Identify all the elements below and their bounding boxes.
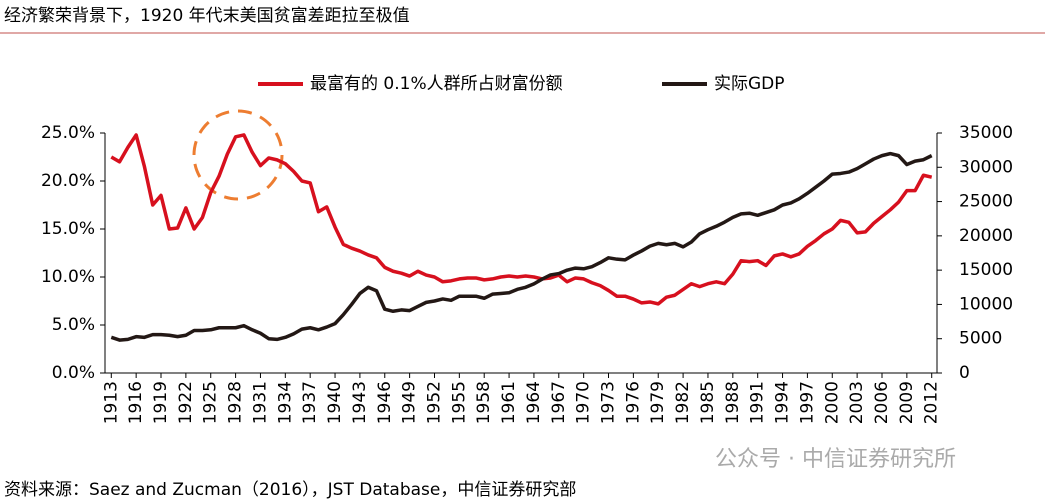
x-tick-label: 1934 (275, 381, 295, 424)
x-tick-label: 1913 (101, 381, 121, 424)
highlight-circle (192, 109, 284, 201)
x-tick-label: 1949 (400, 381, 420, 424)
x-tick-label: 1943 (350, 381, 370, 424)
y-tick-label: 20.0% (41, 171, 95, 191)
source: 资料来源：Saez and Zucman（2016），JST Database，… (4, 480, 576, 500)
series-line (110, 151, 933, 342)
y2-tick-label: 5000 (959, 329, 1002, 349)
y2-tick-label: 15000 (959, 260, 1013, 280)
y-tick-label: 10.0% (41, 267, 95, 287)
y2-tick-label: 30000 (959, 157, 1013, 177)
x-tick-label: 1961 (499, 381, 519, 424)
x-tick-label: 2000 (822, 381, 842, 424)
y2-tick-label: 25000 (959, 192, 1013, 212)
x-tick-label: 1994 (773, 381, 793, 424)
x-tick-label: 1928 (226, 381, 246, 424)
watermark: 公众号 · 中信证券研究所 (715, 447, 956, 472)
x-tick-label: 1973 (599, 381, 619, 424)
legend-label: 实际GDP (714, 74, 785, 94)
x-tick-label: 1925 (201, 381, 221, 424)
y-tick-label: 25.0% (41, 123, 95, 143)
x-tick-label: 1916 (126, 381, 146, 424)
x-tick-label: 1982 (673, 381, 693, 424)
x-tick-label: 1991 (748, 381, 768, 424)
x-tick-label: 1946 (375, 381, 395, 424)
x-tick-label: 1952 (424, 381, 444, 424)
y2-tick-label: 10000 (959, 294, 1013, 314)
x-tick-label: 1985 (698, 381, 718, 424)
chart-title: 经济繁荣背景下，1920 年代末美国贫富差距拉至极值 (4, 6, 410, 26)
x-tick-label: 1955 (449, 381, 469, 424)
x-tick-label: 1958 (474, 381, 494, 424)
x-tick-label: 1970 (574, 381, 594, 424)
x-tick-label: 1937 (300, 381, 320, 424)
y2-tick-label: 0 (959, 363, 970, 383)
x-tick-label: 1976 (623, 381, 643, 424)
y-tick-label: 15.0% (41, 219, 95, 239)
x-tick-label: 2009 (897, 381, 917, 424)
x-tick-label: 1919 (151, 381, 171, 424)
x-tick-label: 1997 (797, 381, 817, 424)
x-tick-label: 1964 (524, 381, 544, 424)
x-tick-label: 2003 (847, 381, 867, 424)
y-tick-label: 0.0% (52, 363, 95, 383)
x-tick-label: 2012 (922, 381, 942, 424)
x-tick-label: 1979 (648, 381, 668, 424)
series-line (110, 133, 933, 306)
legend-label: 最富有的 0.1%人群所占财富份额 (310, 74, 563, 94)
y2-tick-label: 35000 (959, 123, 1013, 143)
x-tick-label: 1967 (549, 381, 569, 424)
y2-tick-label: 20000 (959, 226, 1013, 246)
x-tick-label: 1931 (250, 381, 270, 424)
x-tick-label: 1988 (723, 381, 743, 424)
x-tick-label: 1922 (176, 381, 196, 424)
x-tick-label: 1940 (325, 381, 345, 424)
x-tick-label: 2006 (872, 381, 892, 424)
y-tick-label: 5.0% (52, 315, 95, 335)
